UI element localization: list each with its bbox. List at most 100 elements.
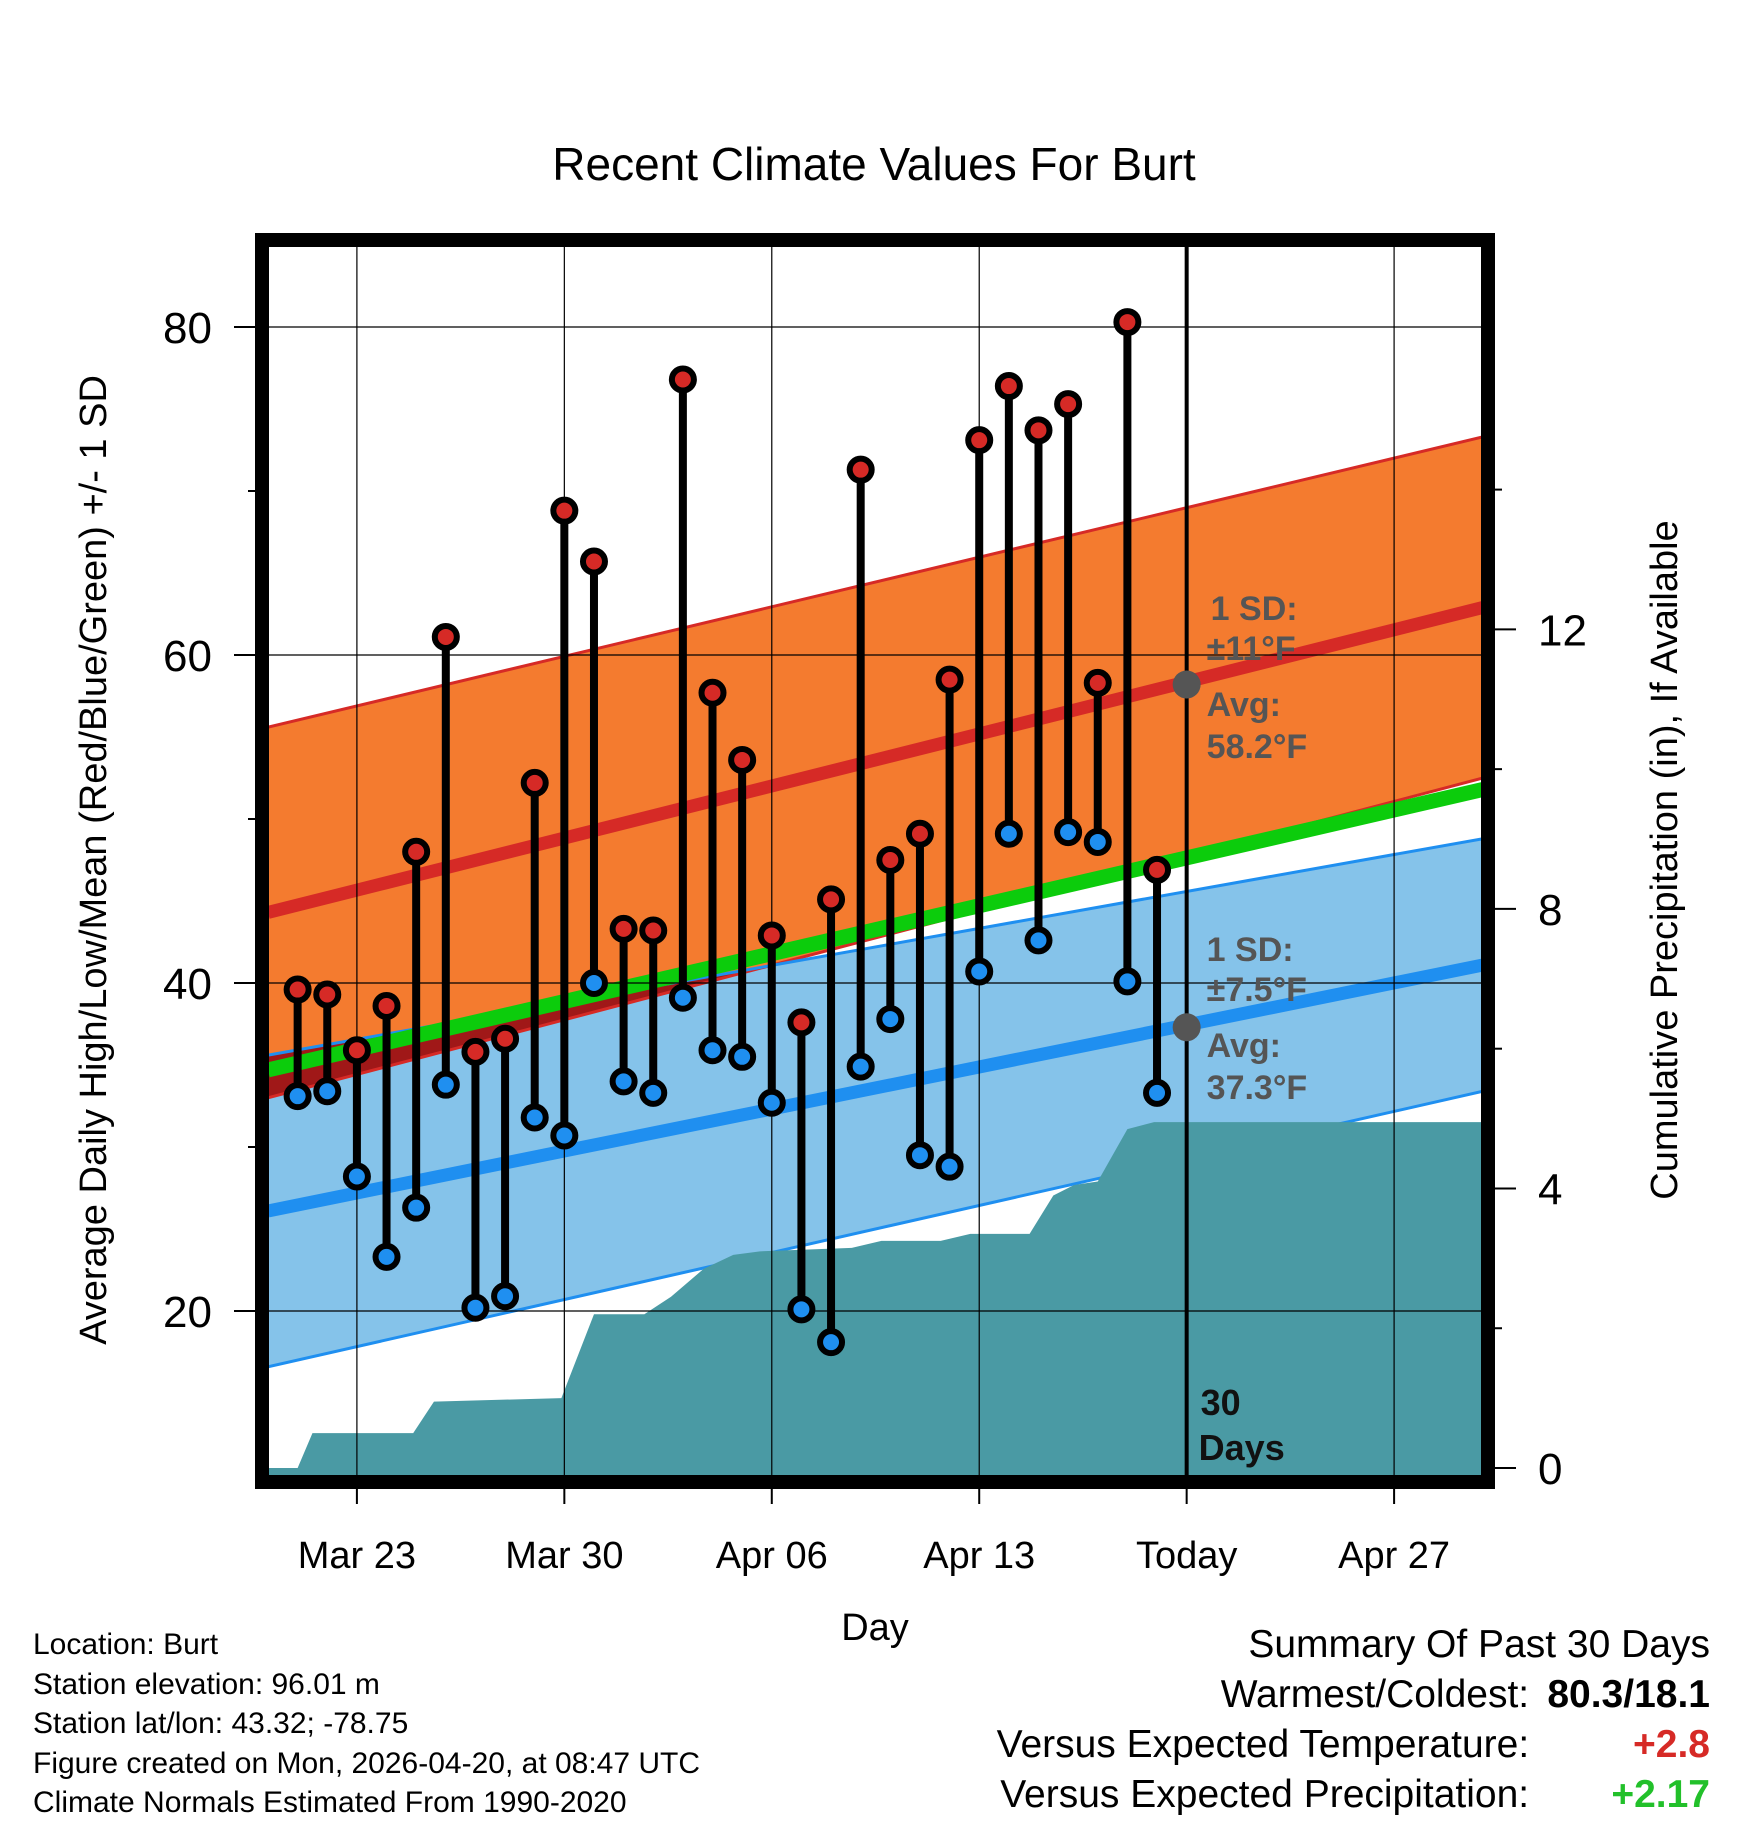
daily-high-point — [461, 1037, 490, 1066]
left-tick-label: 60 — [163, 632, 212, 681]
daily-low-point — [1054, 818, 1083, 847]
x-tick-label: Mar 23 — [298, 1535, 416, 1577]
figure-created: Figure created on Mon, 2026-04-20, at 08… — [33, 1746, 701, 1780]
summary-title: Summary Of Past 30 Days — [1248, 1623, 1710, 1666]
x-tick-label: Apr 06 — [716, 1535, 828, 1577]
daily-high-point — [283, 975, 312, 1004]
daily-high-point — [668, 365, 697, 394]
daily-low-point — [1143, 1078, 1172, 1107]
days-label-word: Days — [1199, 1427, 1285, 1468]
daily-low-point — [668, 983, 697, 1012]
daily-high-point — [817, 885, 846, 914]
daily-high-point — [372, 991, 401, 1020]
high-avg-value: 58.2°F — [1207, 728, 1308, 766]
daily-low-point — [905, 1141, 934, 1170]
today-low-avg-marker — [1172, 1013, 1201, 1042]
left-tick-label: 20 — [163, 1288, 212, 1337]
chart-title: Recent Climate Values For Burt — [552, 138, 1196, 190]
summary-warmest-row: Warmest/Coldest: 80.3/18.1 — [997, 1670, 1710, 1720]
daily-low-point — [1024, 926, 1053, 955]
high-band-upper-edge — [268, 435, 1483, 729]
daily-high-point — [905, 819, 934, 848]
daily-high-point — [728, 745, 757, 774]
daily-high-point — [965, 426, 994, 455]
daily-high-point — [1054, 390, 1083, 419]
x-tick-label: Apr 13 — [923, 1535, 1035, 1577]
daily-low-point — [550, 1121, 579, 1150]
warmest-label: Warmest/Coldest: — [1220, 1673, 1530, 1716]
right-tick-label: 0 — [1538, 1445, 1562, 1494]
daily-high-point — [639, 916, 668, 945]
normal-mean-line — [268, 782, 1483, 1078]
days-label-number: 30 — [1201, 1382, 1241, 1423]
daily-high-point — [935, 665, 964, 694]
daily-low-point — [609, 1067, 638, 1096]
summary-precip-row: Versus Expected Precipitation: +2.17 — [997, 1770, 1710, 1820]
daily-low-point — [935, 1152, 964, 1181]
daily-high-point — [579, 547, 608, 576]
station-elevation: Station elevation: 96.01 m — [33, 1667, 380, 1701]
daily-high-point — [787, 1008, 816, 1037]
summary-temp-row: Versus Expected Temperature: +2.8 — [997, 1720, 1710, 1770]
today-high-avg-marker — [1172, 670, 1201, 699]
daily-high-point — [876, 846, 905, 874]
normal-high-line — [268, 601, 1483, 919]
low-sd-label: 1 SD: — [1207, 931, 1294, 969]
daily-high-point — [520, 768, 549, 797]
daily-low-point — [491, 1282, 520, 1311]
daily-high-point — [698, 678, 727, 707]
daily-low-point — [1083, 827, 1112, 856]
daily-high-point — [431, 622, 460, 651]
daily-high-point — [609, 914, 638, 943]
daily-high-point — [1024, 416, 1053, 445]
climate-normals: Climate Normals Estimated From 1990-2020 — [33, 1786, 627, 1819]
daily-high-point — [550, 496, 579, 525]
daily-low-point — [520, 1103, 549, 1132]
daily-low-point — [402, 1193, 431, 1222]
daily-low-point — [283, 1082, 312, 1111]
station-latlon: Station lat/lon: 43.32; -78.75 — [33, 1707, 409, 1740]
daily-low-point — [965, 957, 994, 986]
daily-high-point — [402, 837, 431, 866]
precip-cumulative-area — [268, 1122, 1483, 1475]
normal-low-line — [268, 958, 1483, 1218]
daily-low-point — [431, 1070, 460, 1099]
temp-label: Versus Expected Temperature: — [996, 1723, 1530, 1766]
daily-high-point — [491, 1024, 520, 1053]
daily-high-point — [994, 372, 1023, 401]
x-axis-label: Day — [841, 1607, 909, 1649]
daily-high-point — [846, 455, 875, 484]
daily-high-point — [1083, 668, 1112, 697]
daily-low-point — [817, 1328, 846, 1357]
daily-low-point — [728, 1042, 757, 1071]
high-sd-label: 1 SD: — [1211, 590, 1298, 628]
daily-high-point — [1113, 308, 1142, 337]
y-axis-label-right: Cumulative Precipitation (in), If Availa… — [1644, 520, 1686, 1199]
normal-high-band — [268, 436, 1483, 1098]
warmest-value: 80.3/18.1 — [1547, 1673, 1710, 1716]
daily-low-point — [372, 1242, 401, 1271]
low-sd-value: ±7.5°F — [1207, 971, 1307, 1009]
daily-low-point — [461, 1293, 490, 1322]
y-axis-label-left: Average Daily High/Low/Mean (Red/Blue/Gr… — [73, 375, 115, 1345]
normal-low-band — [268, 838, 1483, 1367]
daily-low-point — [313, 1077, 342, 1106]
precip-value: +2.17 — [1611, 1773, 1710, 1816]
right-tick-label: 8 — [1538, 886, 1562, 935]
x-tick-label: Mar 30 — [505, 1535, 623, 1577]
daily-low-point — [1113, 967, 1142, 996]
plot-frame — [255, 233, 1495, 1489]
daily-low-point — [342, 1162, 371, 1191]
right-tick-label: 12 — [1538, 606, 1587, 655]
daily-low-point — [994, 819, 1023, 848]
daily-low-point — [579, 969, 608, 997]
low-avg-label: Avg: — [1207, 1027, 1281, 1065]
daily-low-point — [787, 1295, 816, 1324]
daily-low-point — [876, 1005, 905, 1034]
low-avg-value: 37.3°F — [1207, 1069, 1308, 1107]
precip-label: Versus Expected Precipitation: — [1000, 1773, 1530, 1816]
temp-value: +2.8 — [1633, 1723, 1710, 1766]
summary-panel: Summary Of Past 30 Days Warmest/Coldest:… — [997, 1620, 1710, 1820]
high-sd-value: ±11°F — [1207, 630, 1296, 668]
